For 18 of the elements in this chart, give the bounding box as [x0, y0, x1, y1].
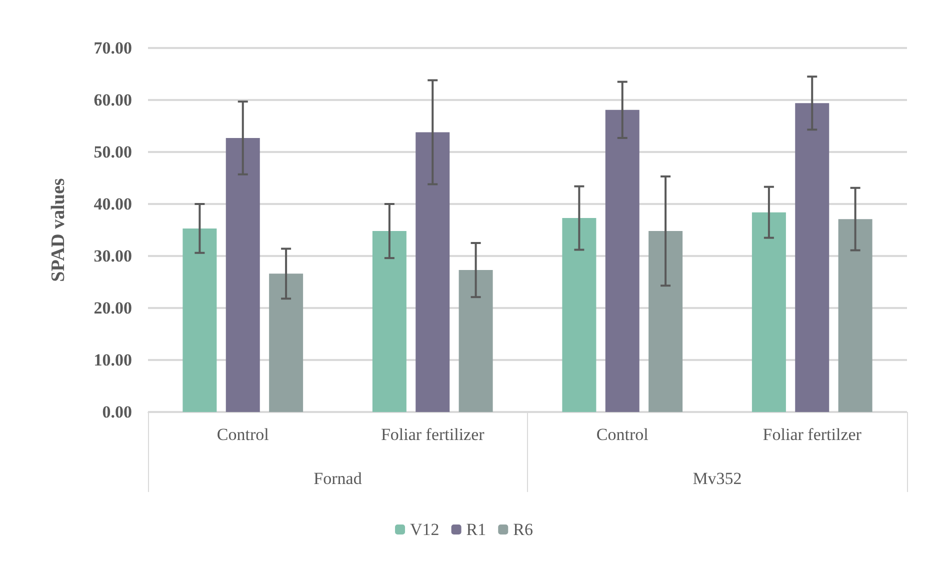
- y-tick-label: 10.00: [94, 350, 132, 370]
- y-axis-title: SPAD values: [48, 178, 69, 282]
- y-tick-label: 30.00: [94, 246, 132, 266]
- y-tick-label: 70.00: [94, 38, 132, 58]
- x-tick-label: Control: [216, 425, 270, 444]
- legend-label: V12: [410, 520, 440, 539]
- text: Fornad: [314, 469, 362, 488]
- legend-label: R1: [466, 520, 486, 539]
- y-tick-label: 20.00: [94, 298, 132, 318]
- y-tick-label: 0.00: [102, 402, 132, 422]
- y-tick-label: 40.00: [94, 194, 132, 214]
- x-tick-label: Control: [596, 425, 649, 444]
- x-tick-label: Foliar fertilzer: [762, 425, 862, 444]
- y-tick-label: 50.00: [94, 142, 132, 162]
- x-tick-label: Foliar fertilizer: [380, 425, 485, 444]
- text: Mv352: [692, 469, 742, 488]
- legend-label: R6: [513, 520, 533, 539]
- y-tick-label: 60.00: [94, 90, 132, 110]
